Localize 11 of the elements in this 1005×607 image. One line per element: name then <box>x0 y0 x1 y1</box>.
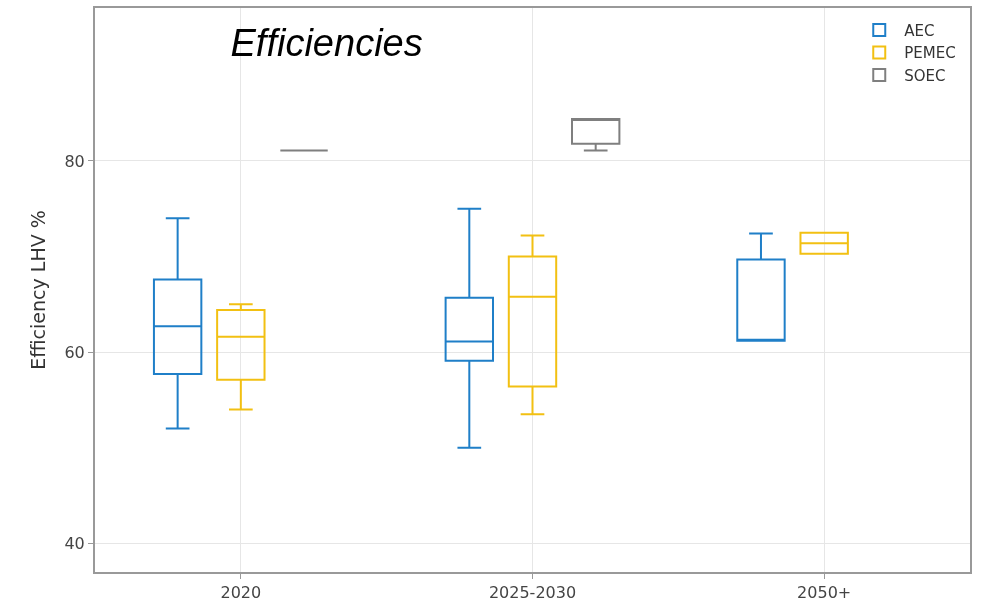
legend-label: SOEC <box>904 66 946 85</box>
chart-title: Efficiencies <box>230 21 423 64</box>
x-tick-label: 2025-2030 <box>488 583 577 603</box>
legend-label: AEC <box>904 21 935 40</box>
legend-label: PEMEC <box>904 44 956 63</box>
y-tick-label: 60 <box>64 342 85 362</box>
x-tick-label: 2020 <box>220 583 262 603</box>
x-tick-label: 2050+ <box>797 583 852 603</box>
y-tick-label: 40 <box>64 533 85 553</box>
y-tick-label: 80 <box>64 151 85 171</box>
y-axis-title: Efficiency LHV % <box>26 210 49 370</box>
